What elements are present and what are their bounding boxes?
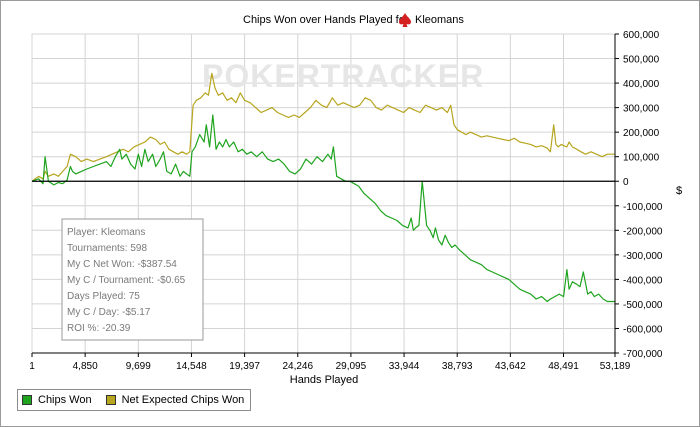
tick-labels: 600,000 500,000 400,000 300,000 200,000 100,0…: [29, 30, 663, 372]
legend-label-chips-won: Chips Won: [38, 394, 92, 406]
watermark: POKERTRACKER: [202, 58, 484, 94]
x-tick-label: 33,944: [389, 361, 420, 372]
stat-per-day: My C / Day: -$5.17: [67, 307, 151, 318]
x-tick-label: 14,548: [176, 361, 207, 372]
stat-player: Player: Kleomans: [67, 227, 145, 238]
legend-item-chips-won[interactable]: Chips Won: [22, 394, 92, 406]
x-tick-label: 1: [29, 361, 35, 372]
series-line-net-expected: [31, 72, 615, 182]
legend-item-net-expected[interactable]: Net Expected Chips Won: [105, 394, 245, 406]
y-tick-label: -300,000: [623, 251, 663, 262]
x-axis-label: Hands Played: [290, 374, 359, 386]
y-tick-label: 400,000: [623, 79, 660, 90]
y-tick-label: 200,000: [623, 128, 660, 139]
legend-label-net-expected: Net Expected Chips Won: [121, 394, 245, 406]
chart-title: Chips Won over Hands Played for: [243, 14, 409, 26]
spade-icon: [399, 13, 411, 27]
y-tick-label: 300,000: [623, 104, 660, 115]
plot-lines: [31, 72, 615, 303]
x-tick-label: 19,397: [229, 361, 260, 372]
y-tick-label: -600,000: [623, 324, 663, 335]
stat-per-tournament: My C / Tournament: -$0.65: [67, 275, 186, 286]
x-tick-label: 29,095: [336, 361, 367, 372]
y-axis-label: $: [676, 185, 682, 197]
x-tick-label: 4,850: [73, 361, 98, 372]
y-tick-label: 500,000: [623, 55, 660, 66]
y-tick-label: -500,000: [623, 300, 663, 311]
series-line-chips-won: [31, 114, 615, 303]
y-tick-label: -200,000: [623, 226, 663, 237]
axes: [31, 33, 619, 357]
legend: Chips Won Net Expected Chips Won: [17, 389, 252, 411]
stat-net-won: My C Net Won: -$387.54: [67, 259, 177, 270]
y-tick-label: -100,000: [623, 202, 663, 213]
x-tick-label: 38,793: [442, 361, 473, 372]
x-tick-label: 9,699: [126, 361, 151, 372]
y-tick-label: 600,000: [623, 30, 660, 41]
y-tick-label: 100,000: [623, 153, 660, 164]
legend-swatch-net-expected: [105, 395, 116, 405]
stat-days-played: Days Played: 75: [67, 291, 140, 302]
y-tick-label: -700,000: [623, 349, 663, 360]
stat-tournaments: Tournaments: 598: [67, 243, 147, 254]
y-tick-label: 0: [623, 177, 629, 188]
y-tick-label: -400,000: [623, 275, 663, 286]
x-tick-label: 24,246: [282, 361, 313, 372]
x-tick-label: 43,642: [495, 361, 526, 372]
stat-roi: ROI %: -20.39: [67, 323, 131, 334]
x-tick-label: 48,491: [548, 361, 579, 372]
player-name: Kleomans: [415, 14, 464, 26]
stats-box: [61, 218, 204, 341]
legend-swatch-chips-won: [22, 395, 32, 405]
x-tick-label: 53,189: [600, 361, 631, 372]
